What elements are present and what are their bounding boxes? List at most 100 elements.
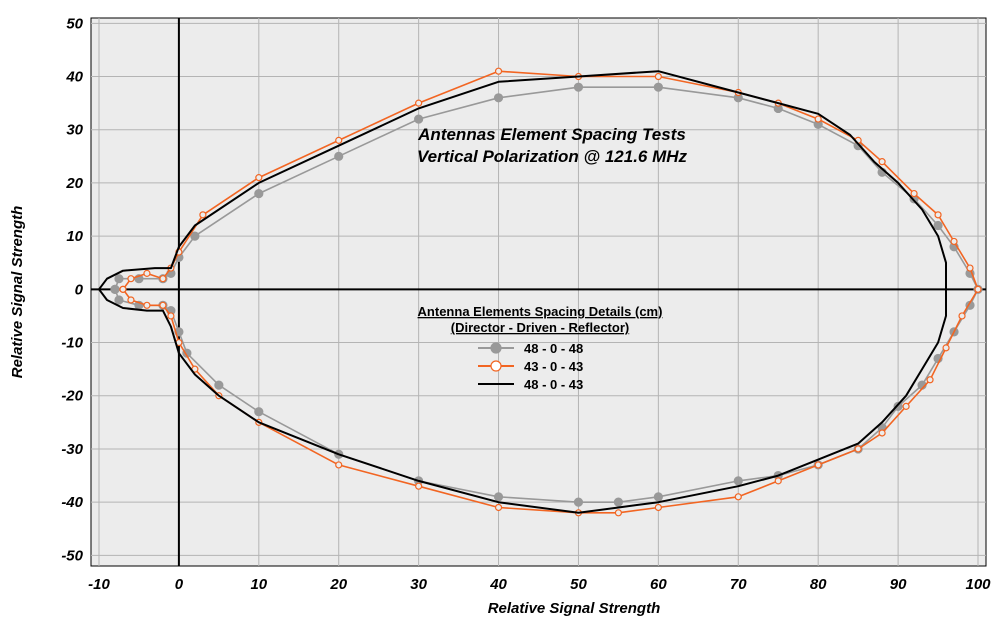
series-1 [110, 82, 983, 507]
data-point [143, 301, 151, 309]
chart-subtitle: Vertical Polarization @ 121.6 MHz [417, 147, 688, 166]
data-point [653, 492, 663, 502]
series-layer [98, 67, 983, 517]
data-point [415, 99, 423, 107]
data-point [854, 445, 862, 453]
x-tick-label: 40 [489, 576, 507, 593]
data-point [614, 509, 623, 517]
data-point [653, 82, 663, 92]
data-point [493, 93, 504, 103]
chart-title: Antennas Element Spacing Tests [417, 125, 686, 144]
y-axis-ticks: 50 40 30 20 10 0 -10 -20 -30 -40 -50 [61, 15, 83, 564]
data-point [910, 189, 918, 198]
legend-marker [490, 360, 502, 372]
data-point [167, 312, 175, 320]
data-point [733, 476, 743, 486]
legend-label: 48 - 0 - 48 [524, 341, 583, 356]
y-tick-label: 30 [66, 122, 83, 139]
y-tick-label: -40 [61, 494, 83, 511]
x-tick-label: 90 [890, 576, 907, 593]
legend-label: 48 - 0 - 43 [524, 377, 583, 392]
data-point [654, 72, 662, 81]
y-tick-label: 10 [66, 228, 83, 245]
data-point [933, 220, 943, 231]
series-3 [98, 70, 947, 514]
legend-subtitle: (Director - Driven - Reflector) [451, 320, 629, 335]
y-tick-label: 20 [65, 175, 83, 192]
data-point [159, 301, 167, 309]
data-point [493, 492, 504, 502]
legend-entry: 43 - 0 - 43 [478, 359, 583, 374]
data-point [254, 407, 264, 417]
y-tick-label: 0 [75, 281, 84, 298]
data-point [878, 429, 886, 437]
series-line [98, 70, 947, 514]
legend-label: 43 - 0 - 43 [524, 359, 583, 374]
data-point [127, 275, 135, 283]
data-point [958, 312, 966, 320]
x-tick-label: 30 [410, 576, 427, 593]
x-tick-label: 20 [329, 576, 347, 593]
data-point [199, 211, 207, 219]
data-point [573, 497, 584, 507]
x-tick-label: -10 [88, 576, 110, 593]
data-point [415, 482, 423, 490]
x-tick-label: 50 [570, 576, 587, 593]
x-tick-label: 0 [175, 576, 184, 593]
y-tick-label: -30 [61, 441, 83, 458]
y-tick-label: -10 [61, 335, 83, 352]
data-point [494, 67, 503, 75]
x-tick-label: 80 [810, 576, 827, 593]
x-axis-title: Relative Signal Strength [488, 600, 661, 617]
data-point [143, 269, 151, 277]
data-point [774, 477, 782, 485]
data-point [878, 158, 886, 166]
data-point [119, 285, 127, 293]
zero-axis-lines [91, 18, 986, 566]
data-point [734, 493, 742, 501]
y-tick-label: 50 [66, 15, 83, 32]
data-point [190, 231, 200, 241]
data-point [893, 401, 903, 411]
data-point [814, 115, 822, 123]
y-tick-label: -20 [61, 388, 83, 405]
data-point [942, 344, 950, 352]
data-point [966, 264, 974, 272]
data-point [934, 211, 942, 219]
data-point [950, 237, 958, 246]
data-point [159, 275, 167, 283]
data-point [573, 82, 584, 92]
data-point [814, 461, 822, 469]
x-tick-label: 70 [730, 576, 747, 593]
data-point [255, 174, 263, 182]
data-point [974, 285, 982, 293]
data-point [214, 380, 224, 390]
x-axis-ticks: -10 0 10 20 30 40 50 60 70 80 90 100 [88, 576, 991, 593]
data-point [335, 461, 343, 469]
y-axis-title: Relative Signal Strength [9, 206, 26, 379]
data-point [114, 274, 124, 284]
y-tick-label: 40 [65, 69, 83, 86]
data-point [902, 402, 910, 410]
data-point [613, 497, 624, 507]
data-point [654, 503, 662, 512]
legend-entry: 48 - 0 - 43 [478, 377, 583, 392]
data-point [254, 188, 264, 199]
data-point [926, 376, 934, 384]
x-tick-label: 60 [650, 576, 667, 593]
x-tick-label: 10 [250, 576, 267, 593]
data-point [127, 296, 135, 304]
data-point [494, 503, 503, 512]
legend-title: Antenna Elements Spacing Details (cm) [418, 304, 663, 319]
y-tick-label: -50 [61, 547, 83, 564]
plot-area [90, 17, 987, 567]
data-point [414, 114, 424, 124]
data-point [110, 284, 120, 294]
legend-marker [490, 342, 502, 354]
legend: Antenna Elements Spacing Details (cm) (D… [418, 304, 663, 392]
legend-entry: 48 - 0 - 48 [478, 341, 583, 356]
data-point [335, 136, 343, 144]
data-point [334, 151, 344, 161]
data-point [114, 295, 124, 305]
